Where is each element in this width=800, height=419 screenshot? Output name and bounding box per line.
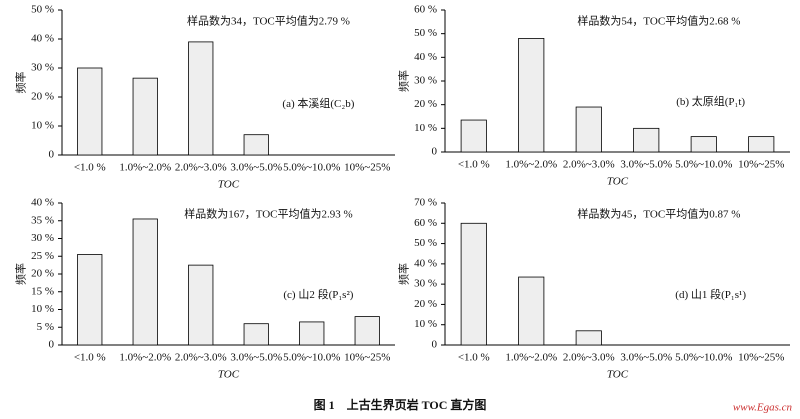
y-tick-label: 50 %	[31, 4, 54, 16]
y-tick-label: 10 %	[414, 318, 437, 330]
bar	[243, 323, 269, 346]
bar	[243, 134, 269, 156]
panel-label: (d) 山1 段(P₁s¹)	[675, 287, 746, 301]
bar	[354, 316, 380, 346]
x-tick-label: 5.0%~10.0%	[283, 162, 340, 174]
x-tick-label: 5.0%~10.0%	[283, 352, 340, 364]
x-tick-label: 5.0%~10.0%	[675, 159, 732, 171]
x-axis-label: TOC	[607, 369, 629, 381]
y-tick-label: 35 %	[31, 214, 54, 226]
y-tick-label: 0	[432, 146, 438, 158]
y-tick-label: 20 %	[31, 91, 54, 103]
x-axis-label: TOC	[218, 179, 240, 191]
annotation: 样品数为167，TOC平均值为2.93 %	[184, 207, 352, 221]
x-tick-label: 2.0%~3.0%	[175, 162, 227, 174]
y-tick-label: 0	[432, 339, 438, 351]
x-tick-label: 10%~25%	[344, 352, 390, 364]
bar	[633, 127, 660, 153]
x-tick-label: 1.0%~2.0%	[119, 352, 171, 364]
x-tick-label: 10%~25%	[738, 159, 784, 171]
bar	[132, 77, 158, 156]
y-tick-label: 20 %	[31, 268, 54, 280]
watermark: www.Egas.cn	[733, 402, 793, 414]
panel-label: (c) 山2 段(P₁s²)	[283, 287, 353, 301]
x-tick-label: 3.0%~5.0%	[620, 159, 672, 171]
y-tick-label: 50 %	[414, 27, 437, 39]
y-tick-label: 20 %	[414, 298, 437, 310]
y-tick-label: 25 %	[31, 250, 54, 262]
y-axis-label: 频率	[14, 263, 28, 285]
bar	[575, 106, 602, 153]
y-tick-label: 30 %	[414, 278, 437, 290]
annotation: 样品数为45，TOC平均值为0.87 %	[577, 207, 740, 221]
x-tick-label: 10%~25%	[344, 162, 390, 174]
y-axis-label: 频率	[14, 72, 28, 94]
panel-label: (b) 太原组(P₁t)	[676, 94, 745, 108]
y-tick-label: 10 %	[31, 303, 54, 315]
y-tick-label: 50 %	[414, 237, 437, 249]
y-tick-label: 0	[49, 339, 55, 351]
annotation: 样品数为34，TOC平均值为2.79 %	[187, 14, 350, 28]
y-tick-label: 30 %	[31, 232, 54, 244]
x-tick-label: 2.0%~3.0%	[563, 352, 615, 364]
x-tick-label: <1.0 %	[458, 159, 490, 171]
panel-label: (a) 本溪组(C₂b)	[282, 96, 354, 110]
x-tick-label: <1.0 %	[74, 162, 106, 174]
bar	[690, 136, 717, 153]
y-tick-label: 40 %	[414, 257, 437, 269]
x-tick-label: 2.0%~3.0%	[175, 352, 227, 364]
y-tick-label: 40 %	[31, 197, 54, 209]
x-tick-label: 1.0%~2.0%	[505, 352, 557, 364]
y-tick-label: 40 %	[414, 51, 437, 63]
y-axis-label: 频率	[397, 70, 411, 92]
bar	[518, 276, 545, 346]
x-tick-label: 3.0%~5.0%	[230, 162, 282, 174]
y-tick-label: 10 %	[414, 122, 437, 134]
x-tick-label: 3.0%~5.0%	[230, 352, 282, 364]
caption: 图 1 上古生界页岩 TOC 直方图	[314, 397, 487, 412]
x-tick-label: 1.0%~2.0%	[505, 159, 557, 171]
bar	[132, 218, 158, 346]
x-axis-label: TOC	[218, 369, 240, 381]
y-tick-label: 70 %	[414, 197, 437, 209]
bar	[77, 254, 103, 346]
x-tick-label: <1.0 %	[458, 352, 490, 364]
y-axis-label: 频率	[397, 263, 411, 285]
x-tick-label: 2.0%~3.0%	[563, 159, 615, 171]
y-tick-label: 60 %	[414, 4, 437, 16]
annotation: 样品数为54，TOC平均值为2.68 %	[577, 14, 740, 28]
bar	[575, 330, 602, 346]
bar	[77, 67, 103, 156]
bar	[299, 321, 325, 346]
x-tick-label: 5.0%~10.0%	[675, 352, 732, 364]
y-tick-label: 30 %	[414, 75, 437, 87]
x-tick-label: <1.0 %	[74, 352, 106, 364]
x-tick-label: 10%~25%	[738, 352, 784, 364]
bar	[460, 222, 487, 346]
x-tick-label: 3.0%~5.0%	[620, 352, 672, 364]
bar	[518, 38, 545, 153]
x-axis-label: TOC	[607, 176, 629, 188]
bar	[748, 136, 775, 153]
y-tick-label: 5 %	[37, 321, 54, 333]
y-tick-label: 10 %	[31, 120, 54, 132]
bar	[460, 119, 487, 153]
x-tick-label: 1.0%~2.0%	[119, 162, 171, 174]
y-tick-label: 30 %	[31, 62, 54, 74]
y-tick-label: 0	[49, 149, 55, 161]
y-tick-label: 40 %	[31, 33, 54, 45]
bar	[188, 264, 214, 346]
y-tick-label: 15 %	[31, 285, 54, 297]
y-tick-label: 60 %	[414, 217, 437, 229]
y-tick-label: 20 %	[414, 98, 437, 110]
bar	[188, 41, 214, 156]
